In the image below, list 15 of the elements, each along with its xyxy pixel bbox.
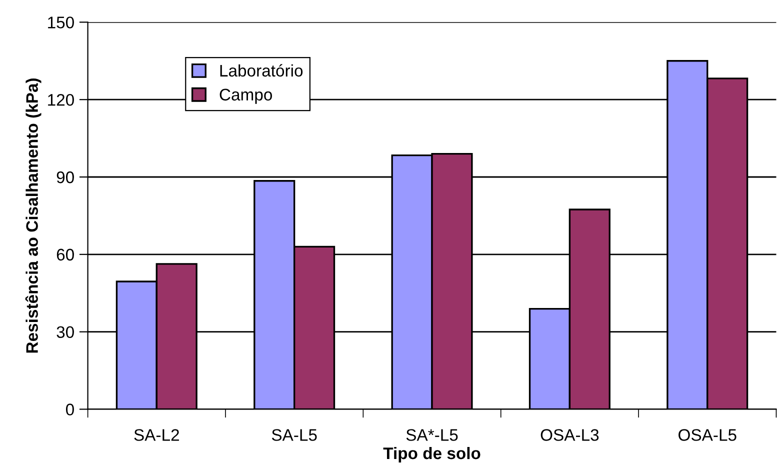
y-tick-label: 0 [66,404,74,416]
y-axis-title: Resistência ao Cisalhamento (kPa) [25,78,42,353]
x-tick-label: SA-L5 [272,429,317,441]
y-tick-label: 90 [56,171,74,184]
y-tick-label: 30 [56,326,74,338]
y-tick-label: 60 [56,248,74,261]
x-axis-title: Tipo de solo [383,446,480,463]
legend-label: Laboratório [220,64,303,77]
x-tick-label: SA-L2 [134,429,179,441]
x-tick-label: SA*-L5 [406,429,458,441]
x-tick-label: OSA-L3 [540,429,599,441]
x-tick-label: OSA-L5 [678,429,736,441]
y-tick-label: 150 [48,16,74,28]
y-tick-label: 120 [48,94,74,106]
legend-label: Campo [220,88,272,104]
